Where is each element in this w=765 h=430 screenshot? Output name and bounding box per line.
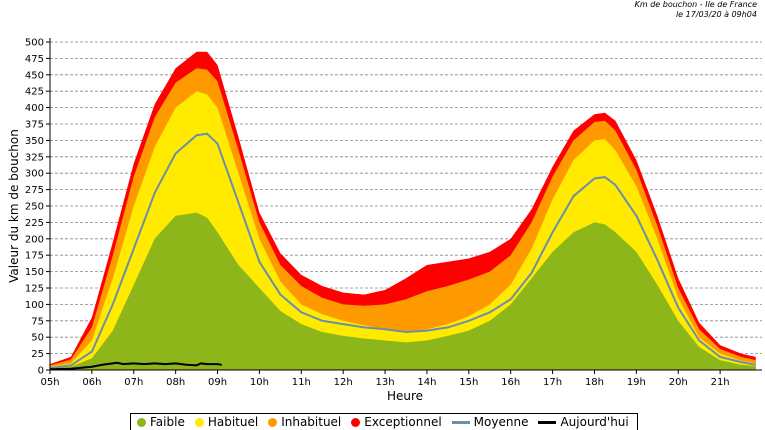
x-tick-label: 10h xyxy=(250,377,269,388)
y-tick-label: 200 xyxy=(25,234,44,245)
legend-label-inhabituel: Inhabituel xyxy=(281,415,342,429)
x-axis-title: Heure xyxy=(387,389,423,403)
x-tick-label: 16h xyxy=(501,377,520,388)
y-tick-label: 500 xyxy=(25,38,44,49)
axes xyxy=(46,38,762,374)
y-tick-label: 425 xyxy=(25,87,44,98)
x-tick-label: 12h xyxy=(334,377,353,388)
x-tick-label: 09h xyxy=(208,377,227,388)
legend-item-habituel: Habituel xyxy=(194,415,259,429)
y-tick-label: 225 xyxy=(25,218,44,229)
x-tick-label: 13h xyxy=(376,377,395,388)
legend-label-aujourdhui: Aujourd'hui xyxy=(560,415,629,429)
legend-label-exceptionnel: Exceptionnel xyxy=(364,415,442,429)
legend-label-moyenne: Moyenne xyxy=(473,415,529,429)
legend-item-moyenne: Moyenne xyxy=(451,415,529,429)
legend-swatch-habituel xyxy=(194,417,204,427)
line-aujourdhui xyxy=(49,361,222,371)
area-faible xyxy=(50,212,756,370)
x-tick-labels: 05h 06h 07h 08h 09h 10h 11h 12h 13h 14h 15h 16h 17h 1… xyxy=(40,377,729,388)
chart-header-line-1: Km de bouchon - Ile de France xyxy=(634,0,757,9)
x-tick-label: 14h xyxy=(417,377,436,388)
y-tick-label: 400 xyxy=(25,103,44,114)
y-tick-label: 100 xyxy=(25,300,44,311)
legend-swatch-exceptionnel xyxy=(351,417,361,427)
legend-label-faible: Faible xyxy=(150,415,185,429)
x-tick-label: 06h xyxy=(82,377,101,388)
y-tick-label: 250 xyxy=(25,202,44,213)
line-moyenne xyxy=(49,132,756,369)
y-tick-label: 175 xyxy=(25,251,44,262)
area-series xyxy=(50,51,756,371)
y-tick-label: 50 xyxy=(31,333,44,344)
legend-item-aujourdhui: Aujourd'hui xyxy=(538,415,629,429)
y-tick-label: 475 xyxy=(25,54,44,65)
x-tick-label: 15h xyxy=(459,377,478,388)
y-tick-label: 300 xyxy=(25,169,44,180)
y-tick-label: 275 xyxy=(25,185,44,196)
y-tick-label: 150 xyxy=(25,267,44,278)
x-tick-label: 18h xyxy=(585,377,604,388)
legend-swatch-inhabituel xyxy=(268,417,278,427)
x-tick-label: 19h xyxy=(627,377,646,388)
legend-label-habituel: Habituel xyxy=(207,415,259,429)
y-tick-label: 75 xyxy=(31,316,44,327)
line-series xyxy=(49,132,756,371)
y-tick-label: 325 xyxy=(25,152,44,163)
y-axis-title: Valeur du km de bouchon xyxy=(7,129,21,283)
y-tick-label: 25 xyxy=(31,349,44,360)
x-tick-label: 17h xyxy=(543,377,562,388)
y-tick-label: 375 xyxy=(25,120,44,131)
y-tick-label: 0 xyxy=(38,366,44,377)
legend-item-exceptionnel: Exceptionnel xyxy=(351,415,442,429)
legend-item-faible: Faible xyxy=(137,415,185,429)
x-tick-label: 20h xyxy=(669,377,688,388)
x-tick-label: 05h xyxy=(40,377,59,388)
chart-header-line-2: le 17/03/20 à 09h04 xyxy=(675,10,757,19)
x-tick-label: 11h xyxy=(292,377,311,388)
y-tick-label: 450 xyxy=(25,70,44,81)
legend-item-inhabituel: Inhabituel xyxy=(268,415,341,429)
x-tick-label: 07h xyxy=(124,377,143,388)
x-tick-label: 21h xyxy=(711,377,730,388)
legend-swatch-moyenne xyxy=(451,420,470,424)
legend-swatch-aujourdhui xyxy=(538,420,557,424)
y-tick-label: 125 xyxy=(25,284,44,295)
legend-swatch-faible xyxy=(137,417,146,427)
x-tick-label: 08h xyxy=(166,377,185,388)
y-tick-label: 350 xyxy=(25,136,44,147)
legend: Faible Habituel Inhabituel Exceptionnel Moye… xyxy=(130,413,638,430)
y-tick-labels: 0 25 50 75 100 125 150 175 200 225 250 275 300 325 350… xyxy=(25,38,44,377)
